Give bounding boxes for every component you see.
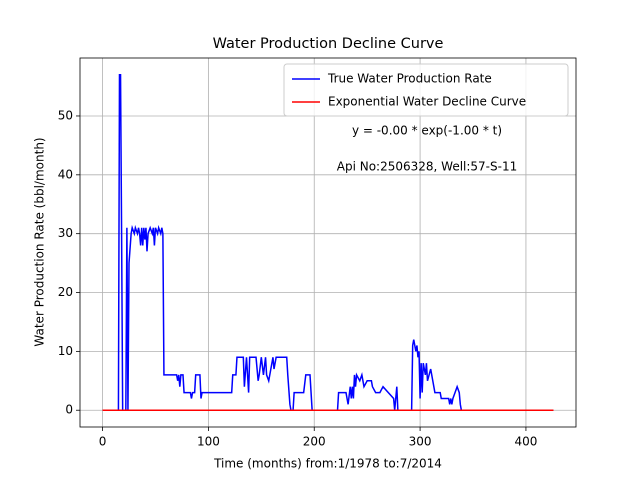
legend-box — [283, 63, 569, 117]
x-tick-label: 400 — [514, 435, 537, 449]
x-tick-label: 200 — [303, 435, 326, 449]
x-tick-label: 100 — [197, 435, 220, 449]
annotation: Api No:2506328, Well:57-S-11 — [337, 160, 517, 174]
legend-label: Exponential Water Decline Curve — [328, 95, 526, 109]
y-tick-label: 30 — [58, 226, 73, 240]
plot-frame — [79, 57, 577, 428]
annotation: y = -0.00 * exp(-1.00 * t) — [352, 124, 502, 138]
data-line — [102, 74, 554, 411]
x-tick-label: 300 — [409, 435, 432, 449]
y-tick-label: 40 — [58, 167, 73, 181]
x-tick-label: 0 — [99, 435, 107, 449]
y-tick-label: 20 — [58, 285, 73, 299]
y-tick-label: 50 — [58, 108, 73, 122]
legend-label: True Water Production Rate — [327, 72, 492, 86]
x-axis-label: Time (months) from:1/1978 to:7/2014 — [213, 457, 442, 471]
y-tick-label: 0 — [65, 403, 73, 417]
chart-title: Water Production Decline Curve — [213, 36, 444, 52]
y-axis-label: Water Production Rate (bbl/month) — [33, 137, 47, 346]
y-tick-label: 10 — [58, 344, 73, 358]
